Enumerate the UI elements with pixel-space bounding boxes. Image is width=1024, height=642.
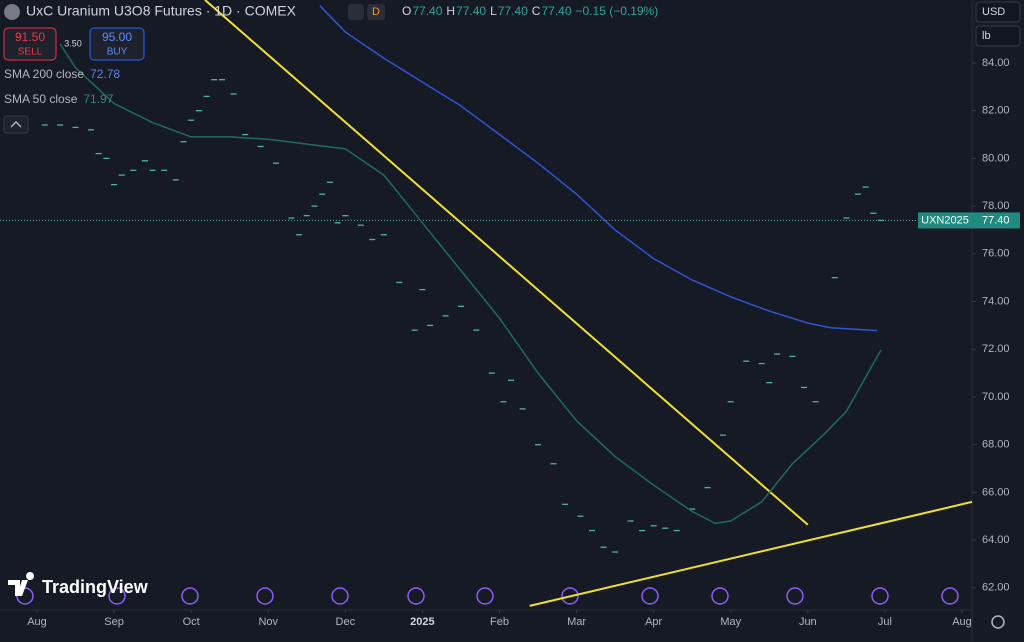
symbol-tag <box>918 212 972 229</box>
price-tag <box>972 212 1020 229</box>
legend-name: SMA 50 close <box>4 92 78 106</box>
ohlc-key: O <box>402 4 411 18</box>
buy-button[interactable] <box>89 27 145 61</box>
sma-line <box>59 43 882 525</box>
x-tick-label: Mar <box>567 616 586 628</box>
eye-button[interactable] <box>348 4 364 20</box>
y-tick-label: 70.00 <box>982 391 1010 403</box>
symbol-tag-label: UXN2025 <box>921 214 969 226</box>
trendline <box>529 500 973 607</box>
plot <box>0 0 973 607</box>
event-icon <box>256 587 274 605</box>
sell-button[interactable] <box>3 27 57 61</box>
y-tick-label: 66.00 <box>982 486 1010 498</box>
buy-price: 95.00 <box>102 30 132 44</box>
sell-price: 91.50 <box>15 30 45 44</box>
y-tick-label: 64.00 <box>982 534 1010 546</box>
unit-box[interactable] <box>975 25 1021 47</box>
legend-value: 72.78 <box>90 67 120 81</box>
x-tick-label: Sep <box>104 616 124 628</box>
event-icon <box>941 587 959 605</box>
y-tick-label: 72.00 <box>982 343 1010 355</box>
event-icon <box>711 587 729 605</box>
event-icon <box>561 587 579 605</box>
y-tick-label: 84.00 <box>982 57 1010 69</box>
x-tick-label: Oct <box>183 616 200 628</box>
settings-button[interactable] <box>991 615 1005 629</box>
ohlc-change: −0.15 (−0.19%) <box>576 4 659 18</box>
symbol-icon <box>4 4 20 20</box>
ohlc-value: 77.40 <box>541 4 571 18</box>
x-tick-label: Apr <box>645 616 662 628</box>
buy-label: BUY <box>107 47 128 58</box>
logo-mark <box>8 572 35 596</box>
x-tick-label: Dec <box>336 616 356 628</box>
x-tick-label: Aug <box>952 616 972 628</box>
event-icon <box>181 587 199 605</box>
x-tick-label: Nov <box>258 616 278 628</box>
y-tick-label: 74.00 <box>982 295 1010 307</box>
y-tick-label: 76.00 <box>982 248 1010 260</box>
currency: USD <box>982 6 1005 18</box>
sell-label: SELL <box>18 47 43 58</box>
event-icon <box>786 587 804 605</box>
sma-line <box>319 5 878 332</box>
event-icon <box>871 587 889 605</box>
x-tick-label: Jun <box>799 616 817 628</box>
badge-box <box>367 4 385 20</box>
y-tick-label: 78.00 <box>982 200 1010 212</box>
ohlc-key: H <box>446 4 455 18</box>
ohlc: O 77.40 H 77.40 L 77.40 C 77.40 −0.15 (−0.19%) <box>402 4 658 18</box>
logo: TradingView <box>42 577 149 597</box>
event-icon <box>641 587 659 605</box>
collapse-icon <box>10 120 22 128</box>
currency-box[interactable] <box>975 1 1021 23</box>
y-tick-label: 62.00 <box>982 582 1010 594</box>
ohlc-value: 77.40 <box>412 4 442 18</box>
symbol-title: UxC Uranium U3O8 Futures · 1D · COMEX <box>26 3 297 19</box>
x-tick-label: 2025 <box>410 616 434 628</box>
spread: 3.50 <box>64 38 82 48</box>
ohlc-value: 77.40 <box>456 4 486 18</box>
ohlc-key: L <box>490 4 497 18</box>
y-tick-label: 80.00 <box>982 152 1010 164</box>
event-icon <box>331 587 349 605</box>
ohlc-key: C <box>532 4 541 18</box>
trendline <box>204 0 809 526</box>
x-tick-label: Aug <box>27 616 47 628</box>
legend-value: 71.97 <box>83 92 113 106</box>
ohlc-value: 77.40 <box>498 4 528 18</box>
x-tick-label: Feb <box>490 616 509 628</box>
x-tick-label: Jul <box>878 616 892 628</box>
y-tick-label: 82.00 <box>982 105 1010 117</box>
x-tick-label: May <box>720 616 741 628</box>
collapse-button[interactable] <box>3 115 29 134</box>
event-icon <box>476 587 494 605</box>
legend-name: SMA 200 close <box>4 67 84 81</box>
price-tag-label: 77.40 <box>982 214 1010 226</box>
event-icon <box>407 587 425 605</box>
badge: D <box>372 6 380 18</box>
unit: lb <box>982 30 991 42</box>
y-tick-label: 68.00 <box>982 439 1010 451</box>
event-icon <box>108 587 126 605</box>
